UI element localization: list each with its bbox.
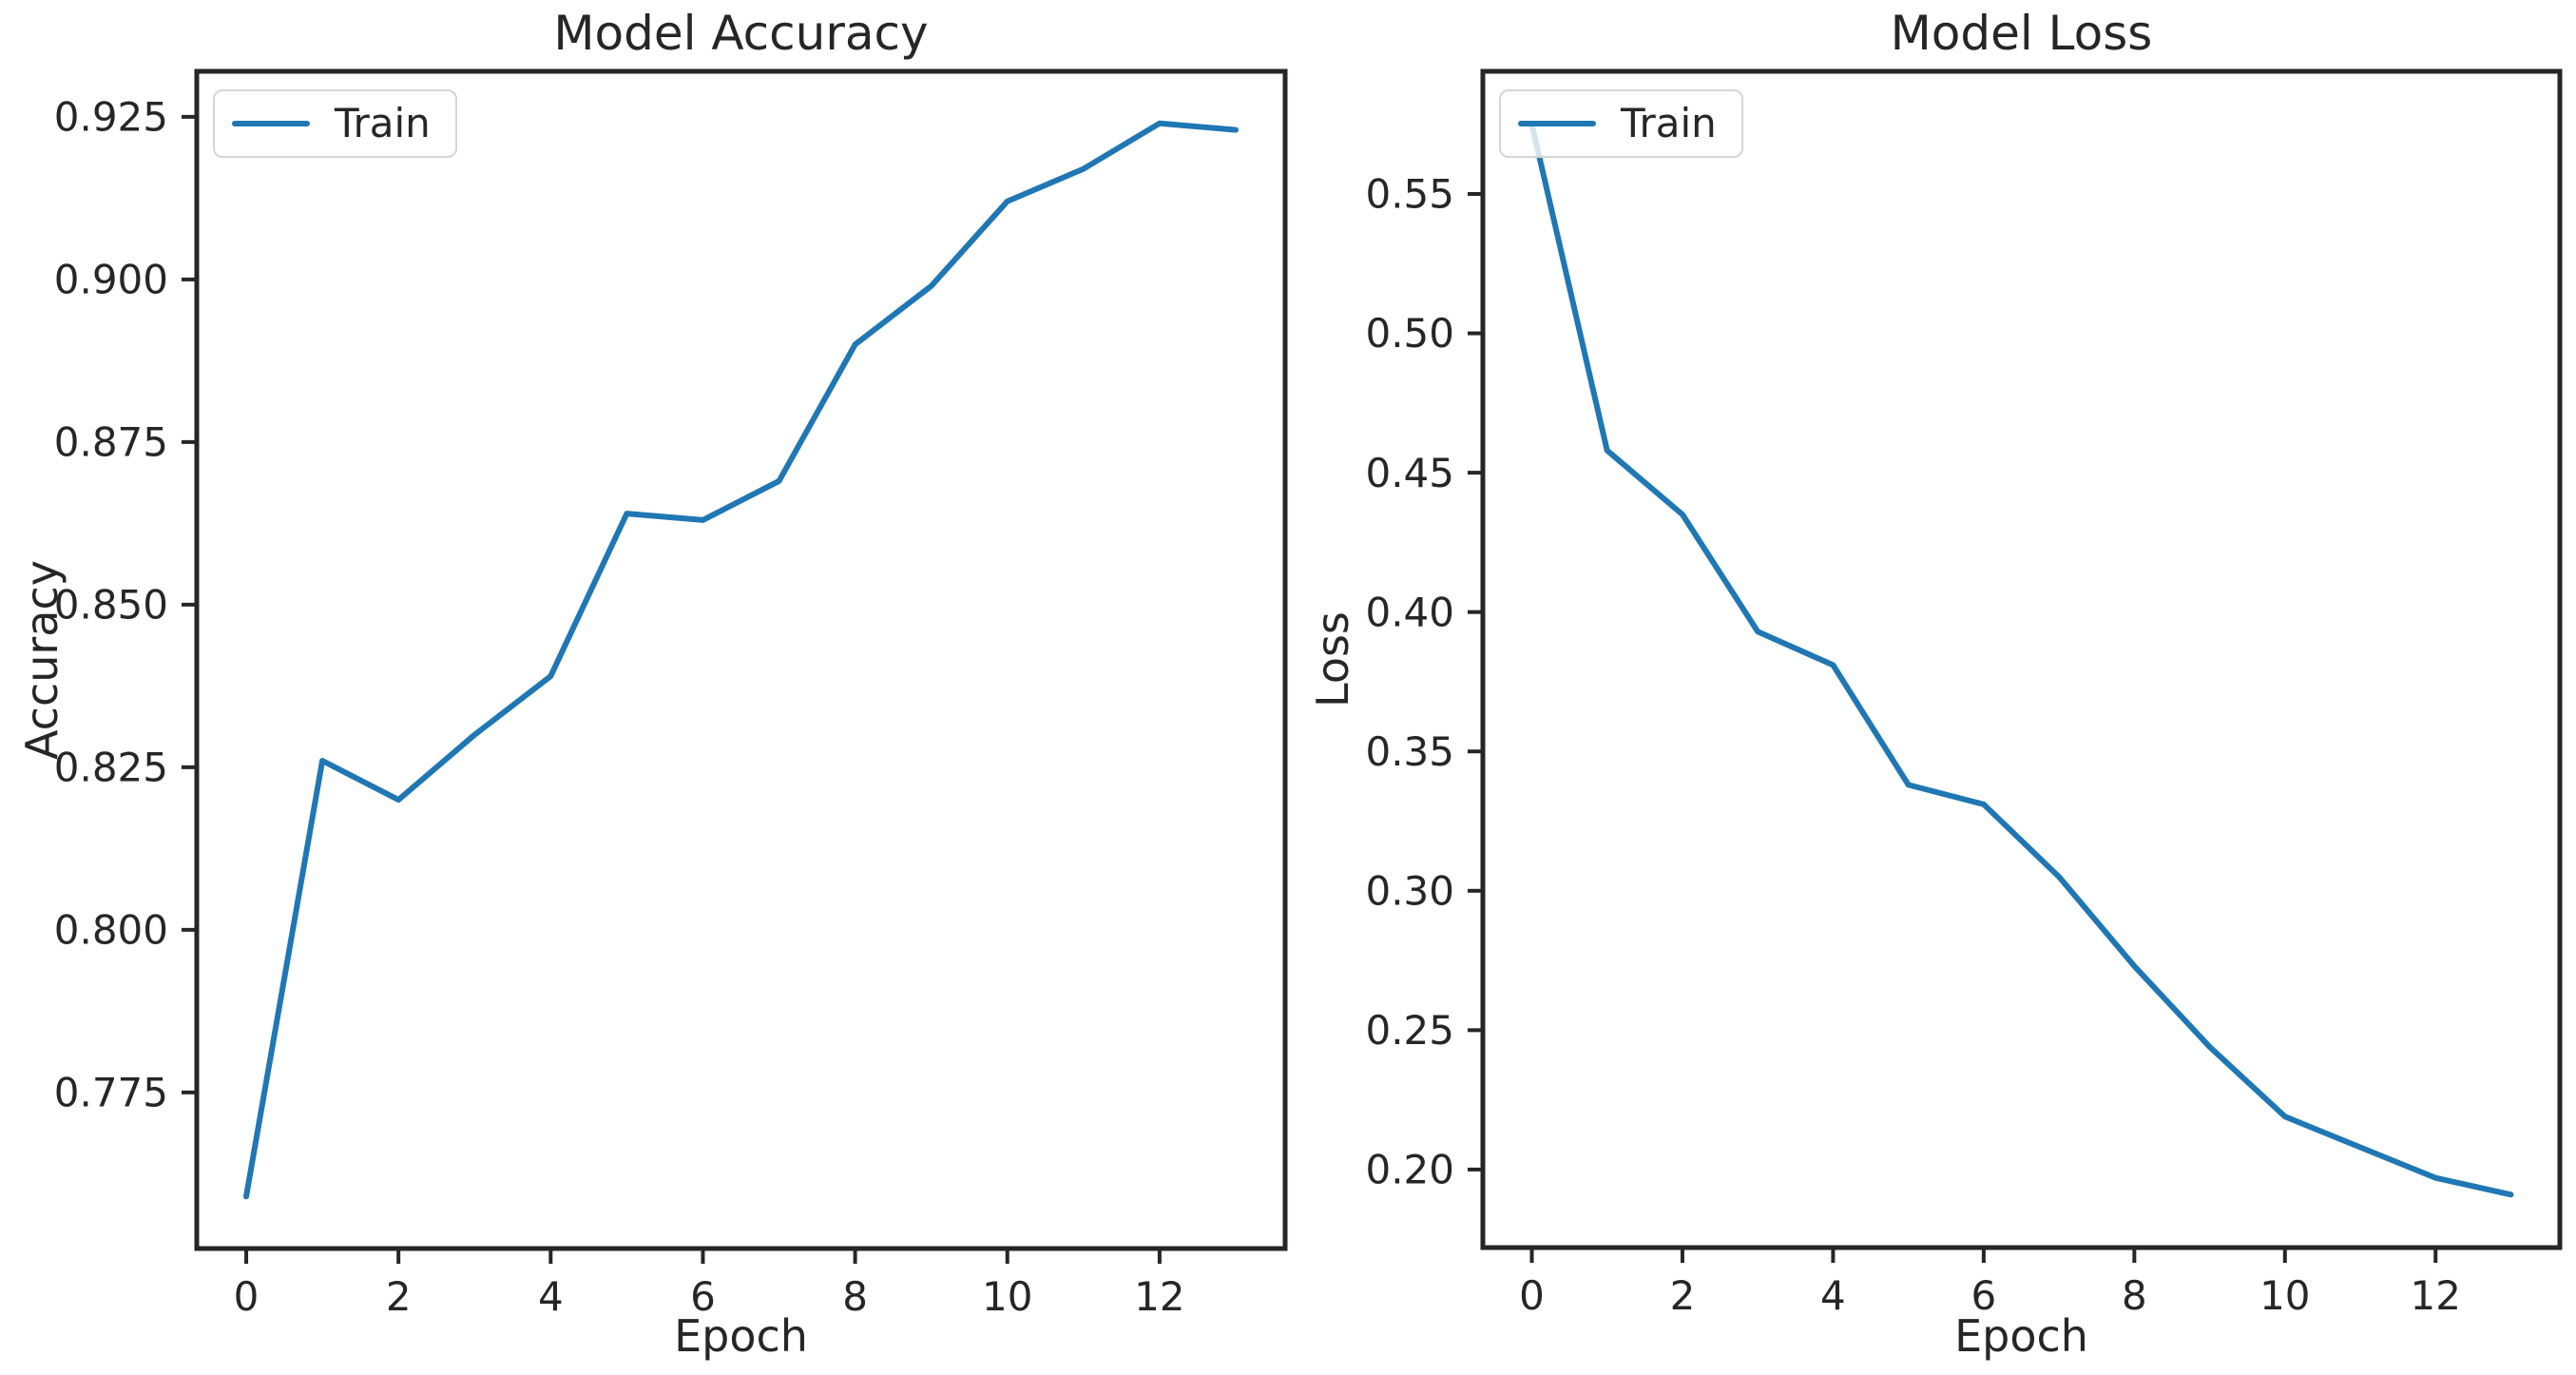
loss-plot-area: 0 2 4 6 8 10 12 0.20 0.25 0.30 0.35 0.40 0.45 0.50 0.5… bbox=[1365, 68, 2563, 1319]
y-tick-label: 0.775 bbox=[54, 1070, 168, 1116]
data-line-train bbox=[1528, 121, 2514, 1198]
y-tick-label: 0.825 bbox=[54, 745, 168, 791]
legend: Train bbox=[1499, 89, 1743, 159]
x-tick-label: 6 bbox=[690, 1273, 716, 1320]
y-tick-label: 0.800 bbox=[54, 907, 168, 954]
x-tick-label: 2 bbox=[386, 1273, 412, 1320]
legend-line-sample bbox=[1518, 121, 1596, 127]
y-tick-label: 0.925 bbox=[54, 94, 168, 141]
chart-title: Model Accuracy bbox=[553, 6, 929, 61]
x-tick-label: 10 bbox=[2259, 1272, 2310, 1319]
x-tick-label: 0 bbox=[1519, 1272, 1545, 1319]
y-tick-label: 0.35 bbox=[1365, 728, 1454, 775]
y-tick-label: 0.30 bbox=[1365, 867, 1454, 914]
y-tick-label: 0.900 bbox=[54, 257, 168, 303]
x-tick-label: 2 bbox=[1670, 1272, 1696, 1319]
y-tick-label: 0.55 bbox=[1365, 171, 1454, 218]
x-tick-label: 8 bbox=[842, 1273, 868, 1320]
y-tick-label: 0.20 bbox=[1365, 1147, 1454, 1193]
legend-label: Train bbox=[1621, 100, 1717, 146]
y-tick-label: 0.45 bbox=[1365, 450, 1454, 496]
legend: Train bbox=[213, 89, 457, 159]
x-axis-label: Epoch bbox=[674, 1310, 808, 1362]
x-tick-label: 0 bbox=[234, 1273, 260, 1320]
y-tick-label: 0.40 bbox=[1365, 589, 1454, 635]
axes-spines bbox=[194, 68, 1288, 1251]
y-tick-label: 0.850 bbox=[54, 582, 168, 629]
chart-title: Model Loss bbox=[1890, 6, 2153, 61]
x-tick-label: 8 bbox=[2122, 1272, 2147, 1319]
axes-spines bbox=[1480, 68, 2563, 1250]
x-tick-label: 10 bbox=[982, 1273, 1032, 1320]
x-tick-label: 4 bbox=[538, 1273, 564, 1320]
legend-line-sample bbox=[232, 121, 310, 127]
x-tick-label: 12 bbox=[1134, 1273, 1184, 1320]
legend-label: Train bbox=[335, 100, 431, 146]
x-tick-label: 6 bbox=[1971, 1272, 1997, 1319]
x-tick-label: 12 bbox=[2411, 1272, 2461, 1319]
y-tick-label: 0.25 bbox=[1365, 1007, 1454, 1054]
y-axis-label: Loss bbox=[1307, 611, 1358, 707]
accuracy-plot-area: 0 2 4 6 8 10 12 0.775 0.800 0.825 0.850 0.875 0.900 0… bbox=[54, 68, 1288, 1320]
data-line-train bbox=[243, 120, 1239, 1200]
x-axis-label: Epoch bbox=[1954, 1310, 2088, 1362]
y-tick-label: 0.875 bbox=[54, 419, 168, 466]
y-tick-label: 0.50 bbox=[1365, 310, 1454, 357]
x-tick-label: 4 bbox=[1820, 1272, 1846, 1319]
